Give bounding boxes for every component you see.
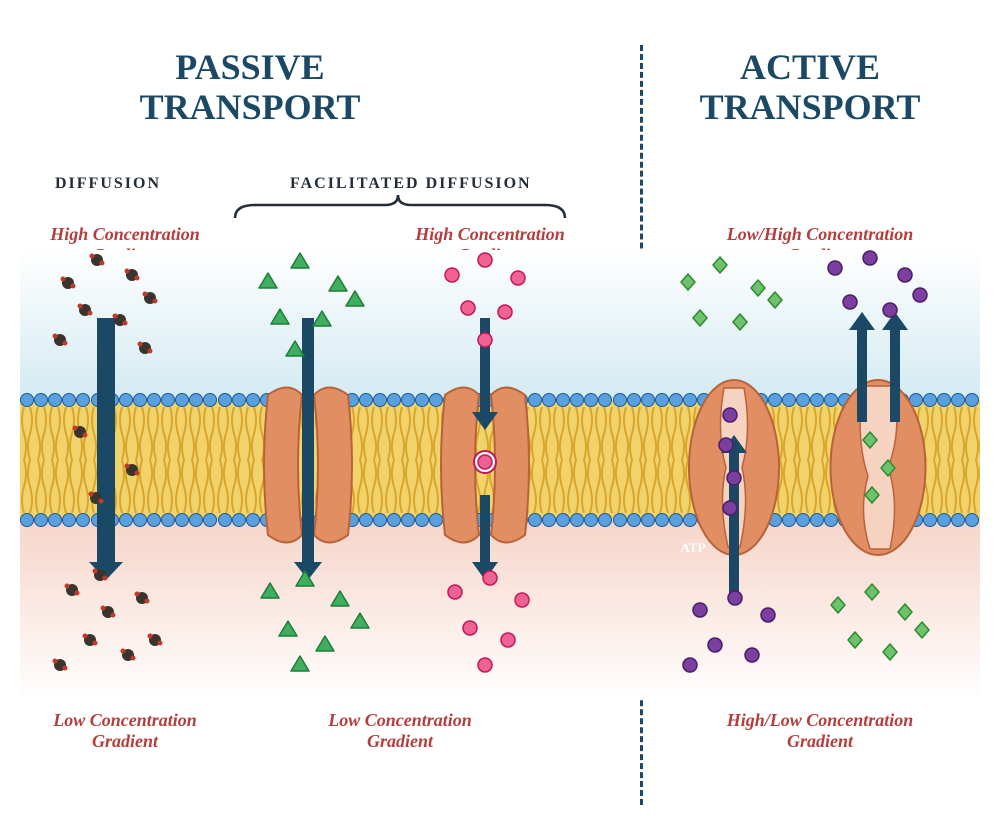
molecule-small: [53, 659, 68, 672]
molecule-circle: [723, 501, 737, 515]
molecule-circle: [723, 408, 737, 422]
molecule-circle: [708, 638, 722, 652]
molecule-small: [53, 334, 68, 347]
diagram-canvas: PASSIVETRANSPORT ACTIVETRANSPORT DIFFUSI…: [0, 0, 1000, 833]
molecule-small: [125, 464, 140, 477]
molecule-triangle: [329, 276, 347, 291]
molecule-diamond: [865, 584, 879, 600]
molecule-circle: [478, 658, 492, 672]
molecule-diamond: [898, 604, 912, 620]
molecule-diamond: [848, 632, 862, 648]
molecule-circle: [693, 603, 707, 617]
molecule-diamond: [733, 314, 747, 330]
molecule-circle: [445, 268, 459, 282]
molecule-small: [121, 649, 136, 662]
molecule-triangle: [271, 309, 289, 324]
molecule-diamond: [693, 310, 707, 326]
molecule-diamond: [883, 644, 897, 660]
molecule-circle: [863, 251, 877, 265]
molecule-circle: [448, 585, 462, 599]
molecule-small: [73, 426, 88, 439]
molecule-small: [125, 269, 140, 282]
molecule-triangle: [259, 273, 277, 288]
molecule-small: [65, 584, 80, 597]
molecule-small: [83, 634, 98, 647]
direction-arrow: [89, 318, 123, 580]
molecule-triangle: [286, 341, 304, 356]
molecule-circle: [719, 438, 733, 452]
molecule-diamond: [681, 274, 695, 290]
molecule-circle: [461, 301, 475, 315]
molecule-triangle: [291, 656, 309, 671]
molecule-triangle: [316, 636, 334, 651]
molecule-circle: [501, 633, 515, 647]
molecule-circle: [745, 648, 759, 662]
molecule-circle: [727, 471, 741, 485]
molecule-triangle: [351, 613, 369, 628]
molecule-diamond: [915, 622, 929, 638]
atp-badge: ATP: [667, 528, 719, 568]
molecule-small: [138, 342, 153, 355]
molecule-triangle: [346, 291, 364, 306]
molecule-triangle: [279, 621, 297, 636]
molecule-circle: [913, 288, 927, 302]
molecule-circle: [478, 333, 492, 347]
molecule-circle: [883, 303, 897, 317]
molecule-small: [78, 304, 93, 317]
molecule-circle: [478, 455, 492, 469]
molecule-circle: [761, 608, 775, 622]
molecule-small: [90, 254, 105, 267]
molecule-triangle: [313, 311, 331, 326]
molecule-circle: [683, 658, 697, 672]
molecule-small: [101, 606, 116, 619]
molecule-circle: [498, 305, 512, 319]
molecule-circle: [478, 253, 492, 267]
molecule-triangle: [261, 583, 279, 598]
molecule-circle: [828, 261, 842, 275]
molecule-small: [143, 292, 158, 305]
molecule-diamond: [713, 257, 727, 273]
molecule-diamond: [768, 292, 782, 308]
molecule-circle: [515, 593, 529, 607]
molecule-small: [61, 277, 76, 290]
molecule-circle: [483, 571, 497, 585]
molecule-small: [135, 592, 150, 605]
molecule-circle: [898, 268, 912, 282]
diagram-overlay: [0, 0, 1000, 833]
molecule-diamond: [751, 280, 765, 296]
atp-label: ATP: [680, 540, 705, 556]
transport-protein: [831, 380, 926, 555]
molecule-small: [148, 634, 163, 647]
molecule-circle: [511, 271, 525, 285]
molecule-diamond: [831, 597, 845, 613]
molecule-circle: [843, 295, 857, 309]
molecule-triangle: [331, 591, 349, 606]
molecule-circle: [463, 621, 477, 635]
molecule-circle: [728, 591, 742, 605]
molecule-triangle: [291, 253, 309, 268]
